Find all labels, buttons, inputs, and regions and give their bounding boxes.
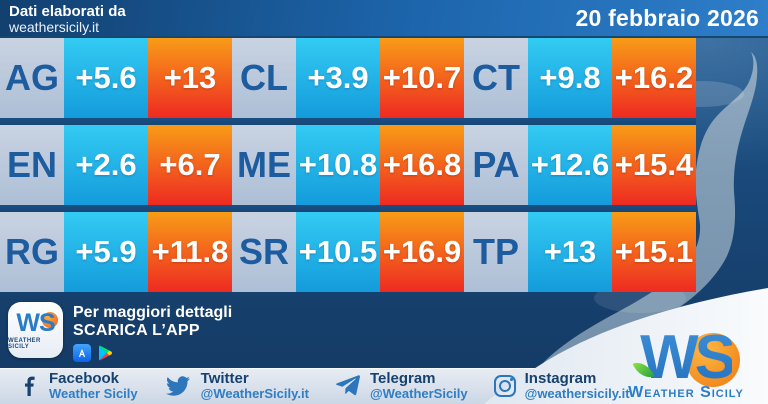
min-temp-cell: +10.5 bbox=[296, 212, 380, 292]
max-temp-cell: +15.1 bbox=[612, 212, 696, 292]
facebook-icon bbox=[25, 376, 35, 396]
row-separator bbox=[0, 118, 696, 125]
telegram-icon bbox=[336, 375, 360, 396]
date-label: 20 febbraio 2026 bbox=[575, 4, 759, 31]
app-store-icon bbox=[73, 343, 91, 362]
social-handle: @WeatherSicily bbox=[369, 386, 468, 402]
social-network-label: Telegram bbox=[369, 370, 436, 388]
google-play-icon bbox=[96, 344, 114, 362]
brand-monogram: WS bbox=[632, 326, 740, 388]
temperature-row: RG +5.9 +11.8 SR +10.5 +16.9 TP +13 +15.… bbox=[0, 212, 696, 292]
social-handle: @weathersicily.it bbox=[524, 386, 630, 402]
max-temp-cell: +11.8 bbox=[148, 212, 232, 292]
header-bar: Dati elaborati da weathersicily.it 20 fe… bbox=[0, 0, 768, 38]
min-temp-cell: +5.6 bbox=[64, 38, 148, 118]
app-logo-text: WS bbox=[16, 308, 55, 337]
max-temp-cell: +16.2 bbox=[612, 38, 696, 118]
social-network-label: Facebook bbox=[49, 370, 120, 388]
data-credit: Dati elaborati da weathersicily.it bbox=[0, 2, 126, 34]
app-promo: WS Weather Sicily Per maggiori dettagli … bbox=[8, 302, 232, 362]
max-temp-cell: +6.7 bbox=[148, 125, 232, 205]
min-temp-cell: +2.6 bbox=[64, 125, 148, 205]
max-temp-cell: +16.8 bbox=[380, 125, 464, 205]
app-logo-monogram: WS bbox=[16, 308, 58, 337]
min-temp-cell: +10.8 bbox=[296, 125, 380, 205]
min-temp-cell: +9.8 bbox=[528, 38, 612, 118]
max-temp-cell: +16.9 bbox=[380, 212, 464, 292]
max-temp-cell: +13 bbox=[148, 38, 232, 118]
credit-line2: weathersicily.it bbox=[9, 18, 99, 35]
social-twitter: Twitter @WeatherSicily.it bbox=[164, 371, 309, 400]
row-separator bbox=[0, 205, 696, 212]
store-badges bbox=[73, 343, 232, 362]
social-telegram: Telegram @WeatherSicily bbox=[335, 371, 468, 400]
weather-sicily-app-logo: WS Weather Sicily bbox=[8, 302, 63, 358]
province-code: CL bbox=[232, 38, 296, 118]
social-links: Facebook Weather Sicily Twitter @Weather… bbox=[20, 368, 630, 404]
province-code: RG bbox=[0, 212, 64, 292]
promo-text: Per maggiori dettagli SCARICA L’APP bbox=[73, 302, 232, 362]
temperature-row: EN +2.6 +6.7 ME +10.8 +16.8 PA +12.6 +15… bbox=[0, 125, 696, 205]
max-temp-cell: +10.7 bbox=[380, 38, 464, 118]
promo-line2: SCARICA L’APP bbox=[73, 321, 200, 339]
brand-caption: Weather Sicily bbox=[628, 384, 744, 401]
min-temp-cell: +12.6 bbox=[528, 125, 612, 205]
max-temp-cell: +15.4 bbox=[612, 125, 696, 205]
app-logo-caption: Weather Sicily bbox=[8, 337, 41, 350]
social-handle: Weather Sicily bbox=[49, 386, 138, 402]
weather-sicily-brand-logo: WS Weather Sicily bbox=[612, 326, 760, 402]
social-network-label: Instagram bbox=[524, 370, 597, 388]
social-handle: @WeatherSicily.it bbox=[200, 386, 309, 402]
brand-logo-text: WS bbox=[640, 322, 736, 392]
promo-line1: Per maggiori dettagli bbox=[73, 304, 233, 321]
province-code: PA bbox=[464, 125, 528, 205]
min-temp-cell: +5.9 bbox=[64, 212, 148, 292]
sun-icon bbox=[685, 332, 740, 387]
province-code: EN bbox=[0, 125, 64, 205]
temperature-row: AG +5.6 +13 CL +3.9 +10.7 CT +9.8 +16.2 bbox=[0, 38, 696, 118]
instagram-icon bbox=[493, 374, 516, 397]
social-instagram: Instagram @weathersicily.it bbox=[493, 370, 630, 402]
province-code: TP bbox=[464, 212, 528, 292]
temperature-table: AG +5.6 +13 CL +3.9 +10.7 CT +9.8 +16.2 … bbox=[0, 38, 696, 292]
twitter-icon bbox=[165, 376, 190, 396]
social-network-label: Twitter bbox=[200, 370, 249, 388]
sun-icon bbox=[41, 311, 58, 328]
province-code: AG bbox=[0, 38, 64, 118]
province-code: ME bbox=[232, 125, 296, 205]
province-code: CT bbox=[464, 38, 528, 118]
min-temp-cell: +13 bbox=[528, 212, 612, 292]
social-facebook: Facebook Weather Sicily bbox=[20, 371, 138, 400]
credit-line1: Dati elaborati da bbox=[9, 2, 126, 20]
province-code: SR bbox=[232, 212, 296, 292]
min-temp-cell: +3.9 bbox=[296, 38, 380, 118]
